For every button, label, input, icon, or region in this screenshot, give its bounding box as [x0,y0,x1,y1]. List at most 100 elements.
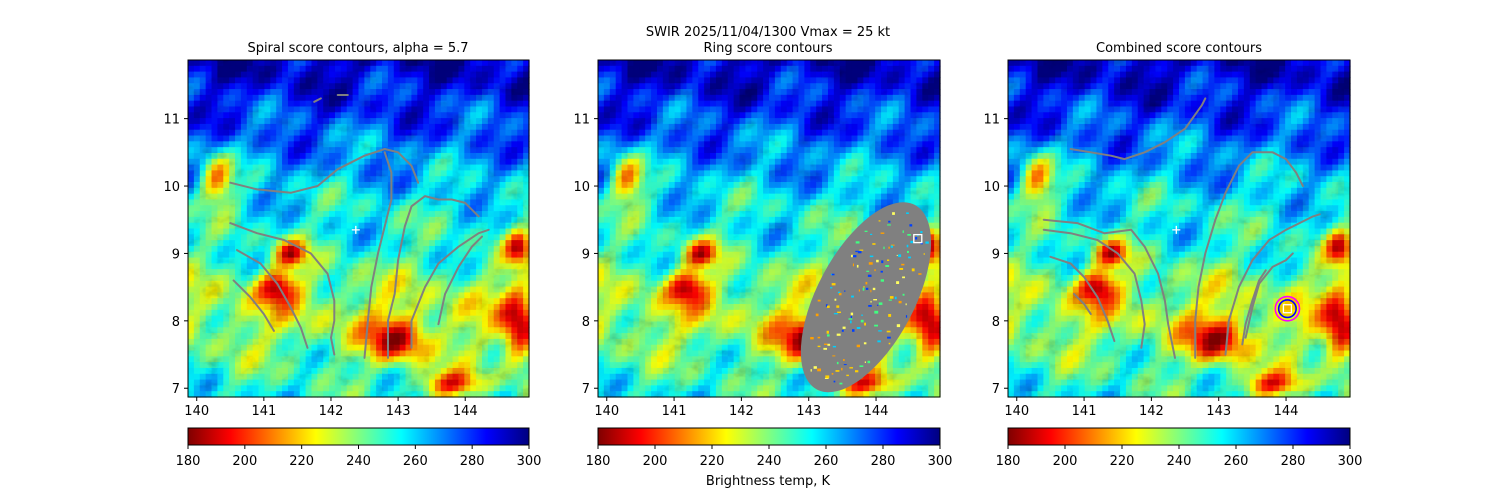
colorbar-tick-label: 180 [586,454,611,469]
ring-speckle [878,302,883,305]
ring-speckle [880,270,883,273]
colorbar-tick-label: 180 [176,454,201,469]
ring-speckle [863,286,865,288]
colorbar-gradient [187,427,530,446]
panel-ring: 140 141 142 143 144 7 8 9 10 11 [573,59,941,419]
ring-speckle [863,342,867,345]
x-tick-label: 141 [662,404,687,419]
x-axis: 140 141 142 143 144 [1004,397,1298,419]
ring-speckle [864,361,866,363]
colorbar-tick-label: 280 [871,454,896,469]
ring-speckle [836,333,841,336]
colorbar-tick-label: 220 [700,454,725,469]
ring-speckle [870,289,872,293]
x-tick-label: 144 [1274,404,1299,419]
ring-speckle [886,330,891,333]
ring-speckle [855,250,858,253]
ring-speckle [870,300,872,303]
colorbar-tick-label: 180 [996,454,1021,469]
colorbars: 180 200 220 240 260 280 300 180 200 220 240 260 280 3… [176,427,1363,469]
colorbar-label: Brightness temp, K [706,474,831,489]
ring-speckle [855,241,860,244]
colorbar-tick-label: 240 [346,454,371,469]
x-tick-label: 140 [1004,404,1029,419]
axes-frame [597,59,941,398]
ring-speckle [902,230,904,233]
contour-line-2 [229,222,336,356]
ring-speckle [852,263,854,267]
colorbar-tick-label: 200 [1053,454,1078,469]
ring-speckle [862,287,865,291]
ring-speckle [836,305,840,308]
y-tick-label: 7 [992,382,1000,397]
y-tick-label: 9 [582,247,590,262]
ring-speckle [842,326,846,329]
ring-speckle [923,253,925,255]
ring-speckle [891,244,895,246]
ring-speckle [865,287,869,290]
colorbar-tick-label: 300 [1338,454,1363,469]
ring-speckle [907,250,909,253]
ring-speckle [925,241,929,244]
ring-speckle [831,273,835,276]
ring-speckle [859,365,864,367]
ring-speckle [888,342,891,345]
colorbar-tick-label: 260 [403,454,428,469]
ring-speckle [867,274,872,277]
contour-line-4 [232,279,275,332]
heatmap-image [1008,60,1351,398]
ring-speckle [810,337,814,340]
ring-speckle [817,336,821,339]
ring-speckle [896,281,900,284]
ring-speckle [889,296,894,299]
panel-combined: Combined score contours 140 141 142 143 144 … [983,41,1351,419]
ring-speckle [906,244,909,248]
ring-speckle [851,254,854,258]
y-tick-label: 9 [992,247,1000,262]
center-square-marker [1282,304,1293,314]
ring-speckle [888,220,891,223]
ring-speckle [824,377,829,379]
y-axis: 7 8 9 10 11 [983,113,1008,397]
ring-speckle [831,373,834,375]
y-tick-label: 8 [172,315,180,330]
y-axis: 7 8 9 10 11 [573,113,598,397]
ring-speckle [876,259,879,263]
markers [1172,225,1301,322]
ring-speckle [883,246,885,250]
axes-frame [187,59,530,398]
contour-line-0 [1069,97,1207,161]
ring-speckle [872,243,876,245]
ring-speckle [849,367,853,369]
ring-speckle [915,237,918,240]
ring-speckle [827,334,830,337]
ring-speckle [839,382,843,385]
ring-score-ellipse [800,202,932,393]
panel-1-title: Spiral score contours, alpha = 5.7 [247,41,468,56]
ring-speckle [831,283,836,286]
ring-speckle [865,281,868,285]
ring-speckle [878,330,882,332]
contour-line-9 [1241,269,1267,346]
x-axis: 140 141 142 143 144 [594,397,888,419]
ring-speckle [835,370,840,372]
contour-line-6 [1073,292,1092,316]
y-tick-label: 8 [582,315,590,330]
colorbar-tick-label: 280 [460,454,485,469]
contour-line-2 [1194,164,1240,359]
x-tick-label: 143 [386,404,411,419]
ring-speckle [864,230,868,232]
contour-line-6 [387,259,400,359]
ring-speckle [890,245,893,248]
panel-3-title: Combined score contours [1096,41,1262,56]
ring-speckle [901,263,905,266]
ring-speckle [918,273,922,275]
ring-speckle [836,361,839,365]
ring-circle-marker-1 [1274,295,1301,322]
ring-speckle [898,254,902,258]
figure-suptitle: SWIR 2025/11/04/1300 Vmax = 25 kt [646,25,890,40]
ring-speckle [902,276,905,279]
ring-speckle [837,311,841,313]
y-tick-label: 10 [163,180,180,195]
